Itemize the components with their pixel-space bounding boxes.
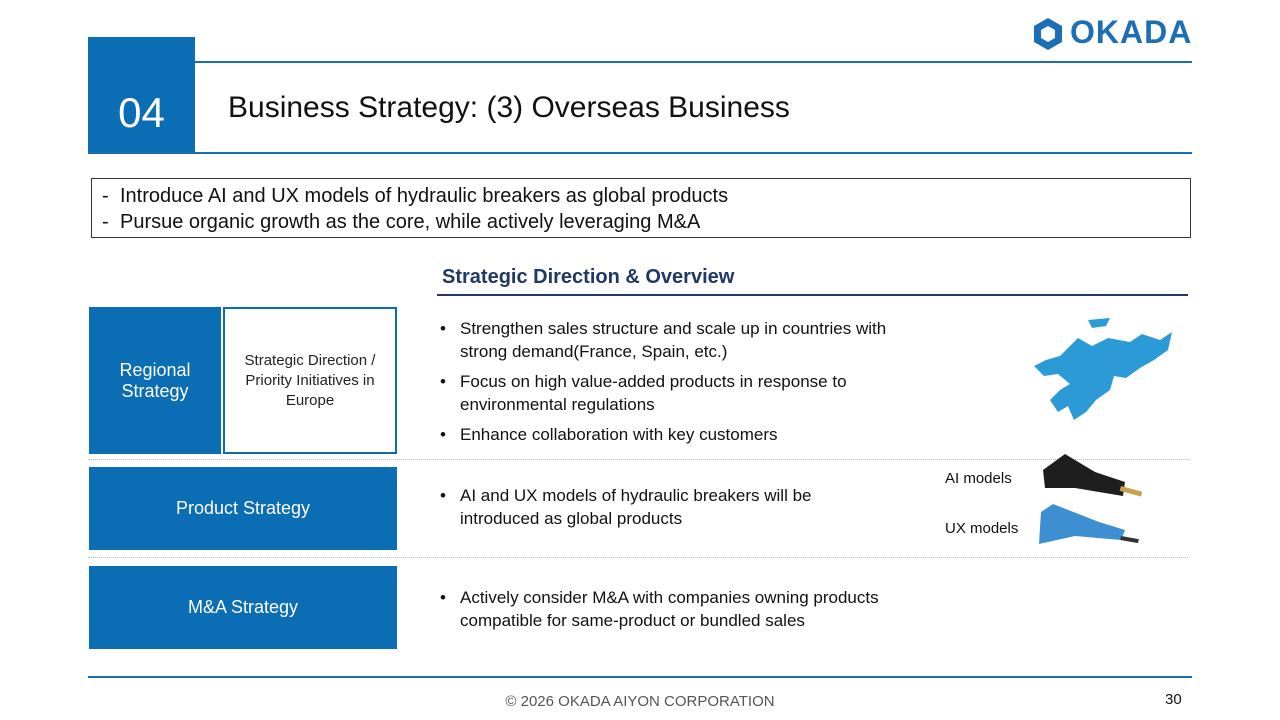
bullet-list: Actively consider M&A with companies own…	[440, 586, 935, 639]
summary-item: Pursue organic growth as the core, while…	[92, 209, 1190, 235]
copyright: © 2026 OKADA AIYON CORPORATION	[505, 693, 775, 710]
image-caption: AI models	[945, 470, 1012, 487]
image-caption: UX models	[945, 520, 1019, 537]
separator	[88, 557, 1188, 558]
breaker-images	[1039, 454, 1143, 544]
bullet-list: Strengthen sales structure and scale up …	[440, 317, 935, 453]
slide-title: Business Strategy: (3) Overseas Business	[228, 91, 790, 124]
footer-rule	[88, 676, 1192, 678]
bullet: AI and UX models of hydraulic breakers w…	[440, 484, 870, 530]
bullet: Enhance collaboration with key customers	[440, 423, 935, 446]
bullet-list: AI and UX models of hydraulic breakers w…	[440, 484, 870, 537]
separator	[88, 459, 1188, 460]
row-label: Product Strategy	[89, 467, 397, 550]
logo-icon	[1034, 18, 1062, 50]
section-number: 04	[88, 37, 195, 153]
header-rule	[195, 61, 1192, 63]
logo: OKADA	[1070, 14, 1193, 50]
row-sublabel: Strategic Direction / Priority Initiativ…	[223, 307, 397, 454]
bullet: Strengthen sales structure and scale up …	[440, 317, 935, 363]
row-label: Regional Strategy	[89, 307, 221, 454]
row-label: M&A Strategy	[89, 566, 397, 649]
page-number: 30	[1165, 691, 1182, 708]
summary-box: Introduce AI and UX models of hydraulic …	[91, 178, 1191, 238]
section-heading: Strategic Direction & Overview	[442, 266, 735, 288]
heading-rule	[437, 294, 1188, 296]
bullet: Focus on high value-added products in re…	[440, 370, 935, 416]
bullet: Actively consider M&A with companies own…	[440, 586, 935, 632]
header-rule	[88, 152, 1192, 154]
europe-map	[1034, 318, 1172, 420]
summary-item: Introduce AI and UX models of hydraulic …	[92, 183, 1190, 209]
